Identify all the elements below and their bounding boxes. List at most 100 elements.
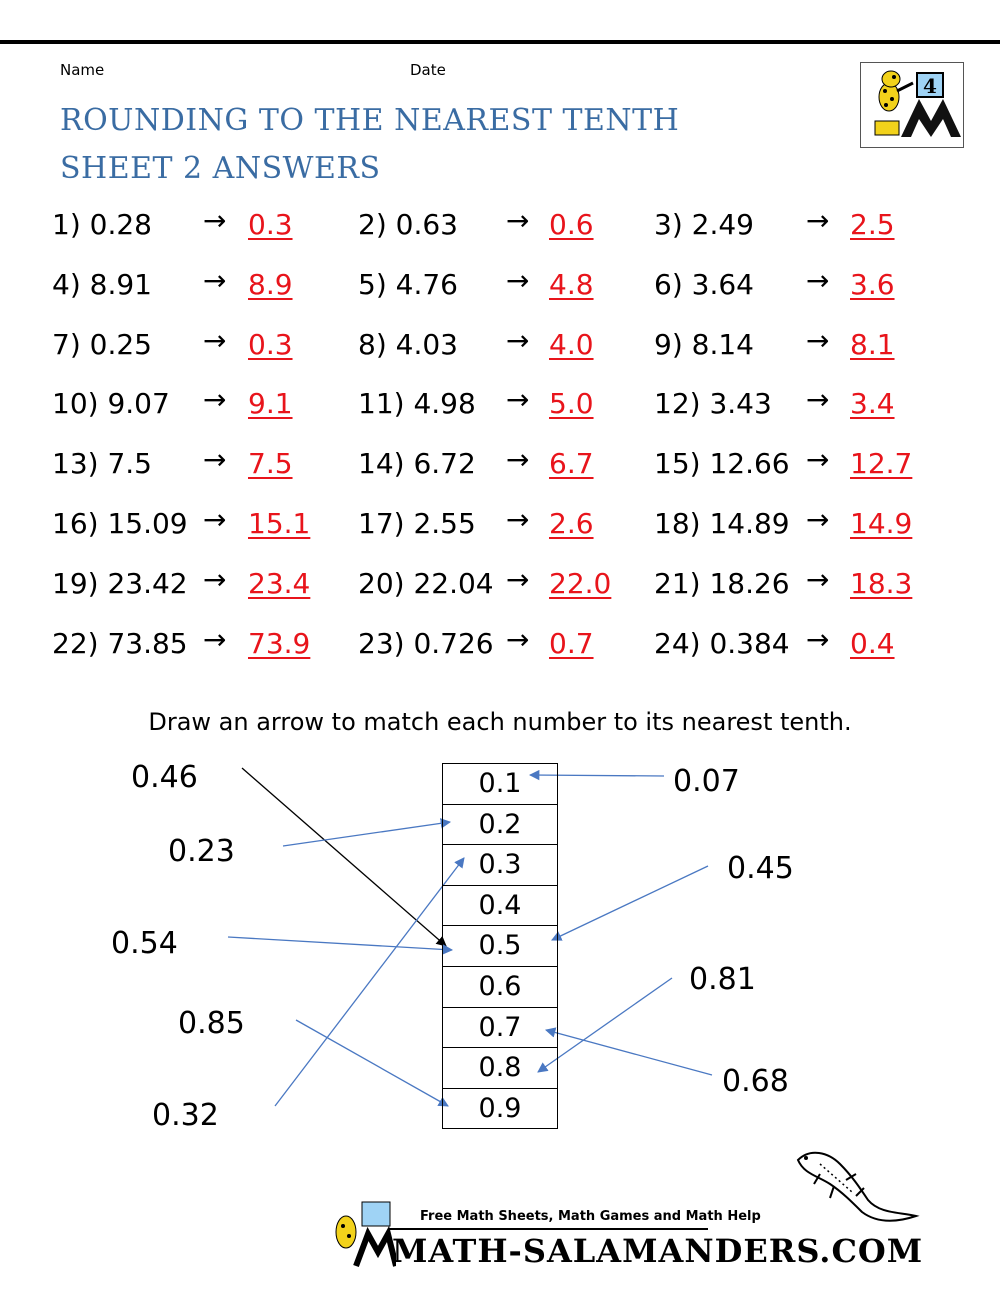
tenth-cell: 0.9 — [478, 1092, 522, 1124]
question-21: 21) 18.26 — [654, 566, 790, 600]
right-arrow-icon: → — [203, 443, 227, 477]
right-arrow-icon: → — [806, 562, 830, 596]
question-20: 20) 22.04 — [358, 566, 494, 600]
answer-7: 0.3 — [248, 327, 293, 361]
tenth-cell: 0.8 — [443, 1048, 557, 1089]
answer-12: 3.4 — [850, 387, 895, 421]
answer-24: 0.4 — [850, 626, 895, 660]
question-2: 2) 0.63 — [358, 208, 458, 241]
answer-3: 2.5 — [850, 208, 895, 241]
question-9: 9) 8.14 — [654, 327, 754, 361]
question-17: 17) 2.55 — [358, 507, 476, 540]
answer-14: 6.7 — [549, 447, 594, 481]
question-8: 8) 4.03 — [358, 327, 458, 361]
question-19: 19) 23.42 — [52, 566, 188, 600]
match-left-085: 0.85 — [178, 1006, 245, 1041]
page-subtitle: SHEET 2 ANSWERS — [60, 151, 381, 186]
right-arrow-icon: → — [203, 622, 227, 656]
question-3: 3) 2.49 — [654, 208, 754, 241]
match-right-081: 0.81 — [689, 962, 756, 997]
answer-1: 0.3 — [248, 208, 293, 241]
footer-brand: MATH-SALAMANDERS.COM — [392, 1232, 924, 1270]
top-rule — [0, 40, 1000, 44]
right-arrow-icon: → — [203, 383, 227, 417]
right-arrow-icon: → — [203, 323, 227, 357]
right-arrow-icon: → — [506, 562, 530, 596]
name-label: Name — [60, 61, 105, 79]
answer-17: 2.6 — [549, 507, 594, 540]
answer-9: 8.1 — [850, 327, 895, 361]
question-12: 12) 3.43 — [654, 387, 772, 421]
answer-21: 18.3 — [850, 566, 913, 600]
right-arrow-icon: → — [203, 204, 227, 237]
question-7: 7) 0.25 — [52, 327, 152, 361]
question-24: 24) 0.384 — [654, 626, 790, 660]
match-right-068: 0.68 — [722, 1064, 789, 1099]
match-right-007: 0.07 — [673, 764, 740, 799]
question-15: 15) 12.66 — [654, 447, 790, 481]
question-23: 23) 0.726 — [358, 626, 494, 660]
answer-20: 22.0 — [549, 566, 612, 600]
right-arrow-icon: → — [506, 443, 530, 477]
answer-5: 4.8 — [549, 267, 594, 301]
matching-instruction: Draw an arrow to match each number to it… — [148, 708, 852, 736]
answer-10: 9.1 — [248, 387, 293, 421]
right-arrow-icon: → — [506, 503, 530, 536]
match-left-046: 0.46 — [131, 760, 198, 795]
right-arrow-icon: → — [203, 503, 227, 536]
tenth-cell: 0.7 — [443, 1008, 557, 1049]
question-4: 4) 8.91 — [52, 267, 152, 301]
footer-tagline: Free Math Sheets, Math Games and Math He… — [420, 1209, 761, 1224]
question-5: 5) 4.76 — [358, 267, 458, 301]
footer-rule — [388, 1228, 708, 1230]
answer-15: 12.7 — [850, 447, 913, 481]
right-arrow-icon: → — [203, 263, 227, 297]
match-left-023: 0.23 — [168, 834, 235, 869]
answer-8: 4.0 — [549, 327, 594, 361]
tenth-cell: 0.3 — [443, 845, 557, 886]
answer-22: 73.9 — [248, 626, 311, 660]
answer-18: 14.9 — [850, 507, 913, 540]
question-22: 22) 73.85 — [52, 626, 188, 660]
answer-16: 15.1 — [248, 507, 311, 540]
match-left-054: 0.54 — [111, 926, 178, 961]
tenth-cell: 0.6 — [443, 967, 557, 1008]
tenth-cell: 0.1 — [443, 764, 557, 805]
question-10: 10) 9.07 — [52, 387, 170, 421]
arrow-085 — [295, 1019, 449, 1107]
question-16: 16) 15.09 — [52, 507, 188, 540]
answer-19: 23.4 — [248, 566, 311, 600]
right-arrow-icon: → — [806, 503, 830, 536]
arrow-023 — [282, 818, 452, 847]
right-arrow-icon: → — [806, 443, 830, 477]
right-arrow-icon: → — [506, 323, 530, 357]
question-6: 6) 3.64 — [654, 267, 754, 301]
answer-11: 5.0 — [549, 387, 594, 421]
answer-2: 0.6 — [549, 208, 594, 241]
answer-23: 0.7 — [549, 626, 594, 660]
question-11: 11) 4.98 — [358, 387, 476, 421]
right-arrow-icon: → — [506, 622, 530, 656]
right-arrow-icon: → — [806, 323, 830, 357]
right-arrow-icon: → — [806, 383, 830, 417]
answer-4: 8.9 — [248, 267, 293, 301]
question-13: 13) 7.5 — [52, 447, 152, 481]
right-arrow-icon: → — [806, 622, 830, 656]
tenths-table: 0.1 0.2 0.3 0.4 0.5 0.6 0.7 0.8 0.9 — [442, 763, 558, 1130]
right-arrow-icon: → — [806, 263, 830, 297]
match-left-032: 0.32 — [152, 1098, 219, 1133]
arrow-045 — [551, 865, 709, 941]
arrow-032 — [274, 857, 465, 1107]
grade-badge: 4 — [923, 74, 937, 98]
question-1: 1) 0.28 — [52, 208, 152, 241]
right-arrow-icon: → — [203, 562, 227, 596]
answer-13: 7.5 — [248, 447, 293, 481]
right-arrow-icon: → — [806, 204, 830, 237]
arrow-007 — [528, 769, 665, 781]
salamander-logo: 4 — [860, 62, 964, 148]
tenth-cell: 0.4 — [443, 886, 557, 927]
arrow-054 — [227, 936, 454, 955]
question-18: 18) 14.89 — [654, 507, 790, 540]
question-14: 14) 6.72 — [358, 447, 476, 481]
